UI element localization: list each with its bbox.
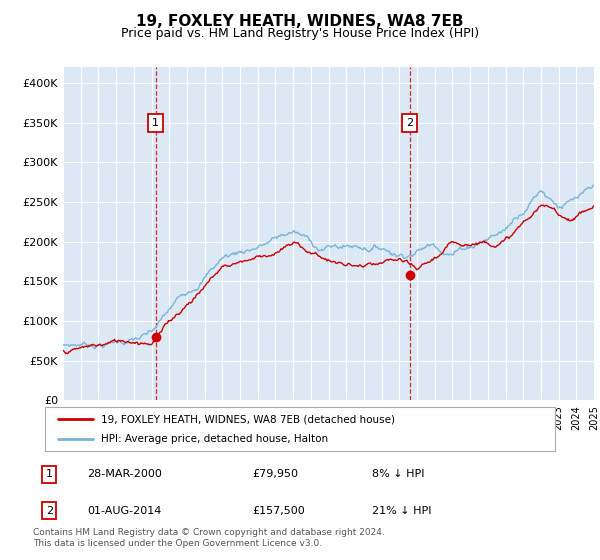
Text: £157,500: £157,500 <box>252 506 305 516</box>
Text: 28-MAR-2000: 28-MAR-2000 <box>87 469 162 479</box>
Text: 8% ↓ HPI: 8% ↓ HPI <box>372 469 425 479</box>
Text: 2: 2 <box>46 506 53 516</box>
Text: HPI: Average price, detached house, Halton: HPI: Average price, detached house, Halt… <box>101 434 328 444</box>
Text: 1: 1 <box>152 118 159 128</box>
Text: 21% ↓ HPI: 21% ↓ HPI <box>372 506 431 516</box>
Text: 2: 2 <box>406 118 413 128</box>
Text: 19, FOXLEY HEATH, WIDNES, WA8 7EB (detached house): 19, FOXLEY HEATH, WIDNES, WA8 7EB (detac… <box>101 414 395 424</box>
Text: 01-AUG-2014: 01-AUG-2014 <box>87 506 161 516</box>
Text: Price paid vs. HM Land Registry's House Price Index (HPI): Price paid vs. HM Land Registry's House … <box>121 27 479 40</box>
Text: £79,950: £79,950 <box>252 469 298 479</box>
Text: 1: 1 <box>46 469 53 479</box>
Text: Contains HM Land Registry data © Crown copyright and database right 2024.
This d: Contains HM Land Registry data © Crown c… <box>33 528 385 548</box>
Text: 19, FOXLEY HEATH, WIDNES, WA8 7EB: 19, FOXLEY HEATH, WIDNES, WA8 7EB <box>136 14 464 29</box>
